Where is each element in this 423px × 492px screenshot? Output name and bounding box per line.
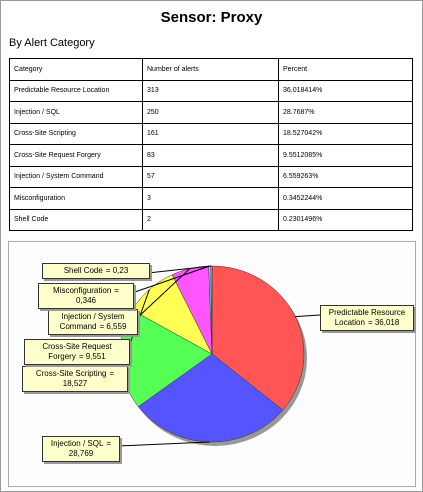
callout-category: Cross-Site Request Forgery	[42, 342, 112, 361]
cell: Cross-Site Request Forgery	[9, 144, 143, 167]
cell: 83	[142, 144, 279, 167]
callout-value: = 28,769	[68, 439, 112, 458]
chart	[117, 265, 321, 447]
cell: Misconfiguration	[9, 187, 143, 210]
cell: 28.7687%	[278, 101, 413, 124]
cell: 313	[142, 79, 279, 102]
row: Predictable Resource Location 313 36.01841…	[9, 79, 413, 102]
pie-slice	[211, 265, 305, 411]
callout: Shell Code = 0,23	[42, 263, 150, 279]
callout-value: = 36,018	[367, 318, 400, 327]
callout-value: = 0,346	[75, 286, 119, 305]
callout-category: Predictable Resource Location	[328, 308, 406, 327]
cell: Injection / System Command	[9, 165, 143, 188]
cell: Predictable Resource Location	[9, 79, 143, 102]
row: Cross-Site Request Forgery 83 9.5512085%	[9, 144, 413, 167]
callout-value: = 0,23	[105, 266, 129, 275]
callout-line	[135, 268, 191, 320]
callout: Cross-Site Scripting = 18,527	[22, 366, 128, 392]
cell: 9.5512085%	[278, 144, 413, 167]
callout: Misconfiguration = 0,346	[38, 283, 134, 309]
chart-panel: Predictable Resource Location = 36,018 Inj…	[8, 241, 416, 487]
header-cell: Category	[9, 58, 143, 81]
row: Injection / System Command 57 6.559263%	[9, 165, 413, 188]
title: Sensor: Proxy	[160, 9, 263, 26]
row: Cross-Site Scripting 161 18.527042%	[9, 122, 413, 145]
row: Misconfiguration 3 0.3452244%	[9, 187, 413, 210]
header-cell: Number of alerts	[142, 58, 279, 81]
subtitle: By Alert Category	[9, 37, 95, 49]
callout: Injection / SQL = 28,769	[42, 436, 120, 462]
callout-line	[295, 314, 321, 318]
callout-category: Cross-Site Scripting	[35, 369, 107, 378]
cell: 3	[142, 187, 279, 210]
callout-line	[127, 289, 150, 350]
cell: 161	[142, 122, 279, 145]
callout-line	[117, 441, 210, 447]
callout-value: = 9,551	[78, 352, 106, 361]
cell: Injection / SQL	[9, 101, 143, 124]
cell: Shell Code	[9, 208, 143, 231]
callout-category: Injection / SQL	[50, 439, 104, 448]
cell: Cross-Site Scripting	[9, 122, 143, 145]
callout-value: = 6,559	[99, 322, 127, 331]
cell: 2	[142, 208, 279, 231]
header-row: Category Number of alerts Percent	[9, 58, 413, 81]
callout-line	[131, 265, 210, 294]
cell: 250	[142, 101, 279, 124]
cell: 18.527042%	[278, 122, 413, 145]
cell: 0.2301496%	[278, 208, 413, 231]
callout: Injection / System Command = 6,559	[48, 309, 138, 335]
callout-line	[147, 265, 212, 274]
callout: Cross-Site Request Forgery = 9,551	[24, 339, 130, 365]
table: Category Number of alerts Percent Predictab…	[9, 58, 413, 231]
pie-slice	[137, 353, 284, 443]
row: Shell Code 2 0.2301496%	[9, 208, 413, 231]
callout-category: Shell Code	[63, 266, 103, 275]
cell: 6.559263%	[278, 165, 413, 188]
callout-category: Misconfiguration	[53, 286, 112, 295]
callout-category: Injection / System Command	[59, 312, 125, 331]
callout-value: = 18,527	[62, 369, 115, 388]
row: Injection / SQL 250 28.7687%	[9, 101, 413, 124]
cell: 36.018414%	[278, 79, 413, 102]
callout: Predictable Resource Location = 36,018	[320, 305, 414, 331]
cell: 57	[142, 165, 279, 188]
header-cell: Percent	[278, 58, 413, 81]
cell: 0.3452244%	[278, 187, 413, 210]
